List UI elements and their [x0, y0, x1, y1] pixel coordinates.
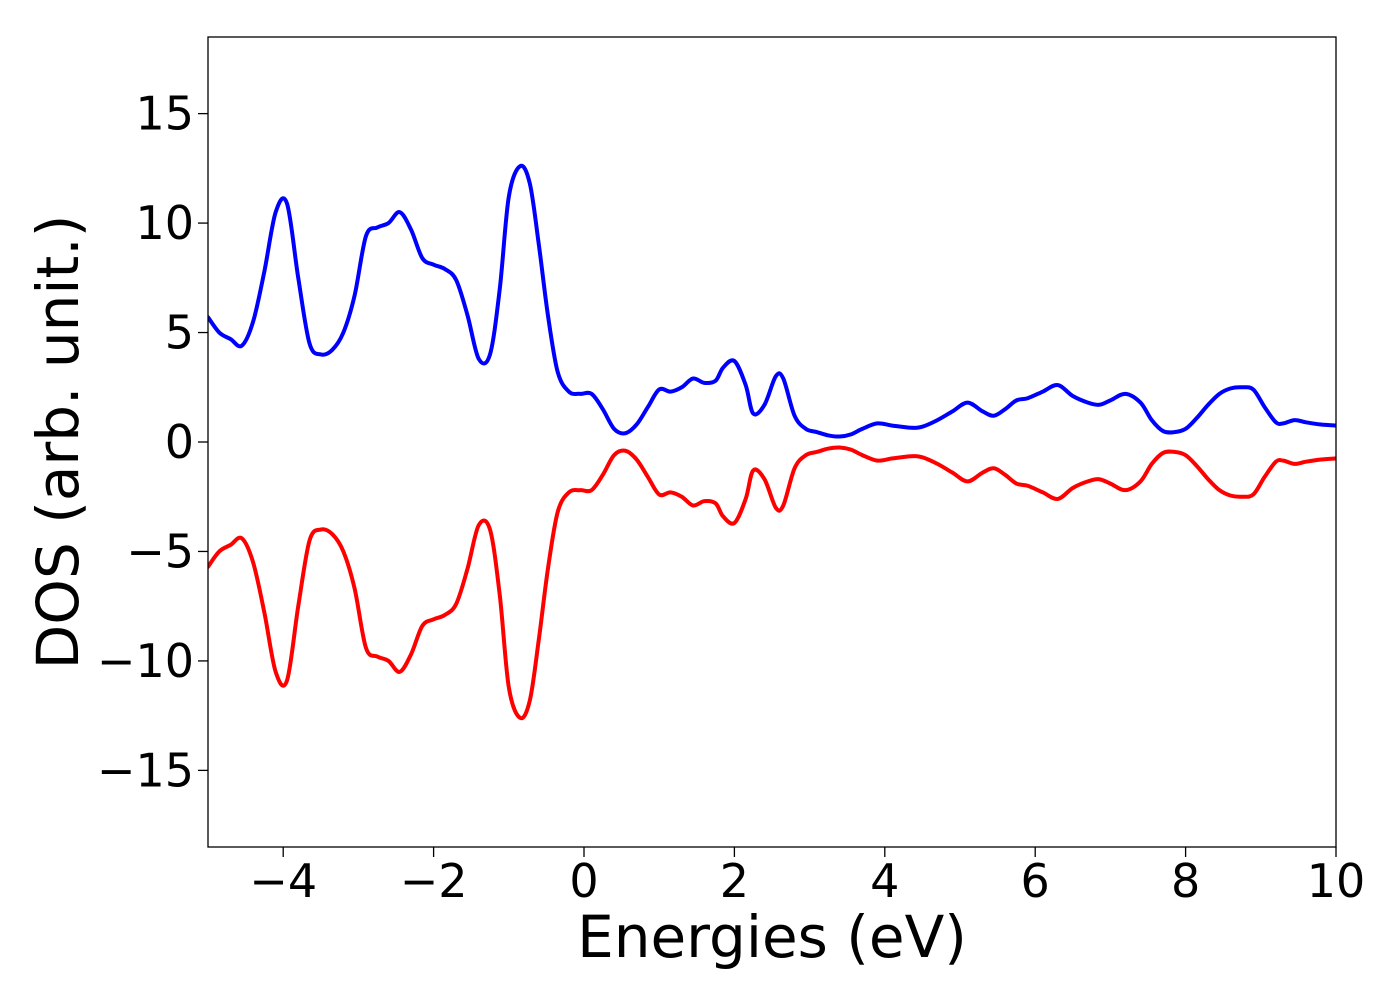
y-tick-label: −10 [97, 634, 194, 688]
y-axis-label: DOS (arb. unit.) [24, 215, 92, 670]
y-tick-label: 15 [135, 87, 194, 141]
x-tick-label: −4 [249, 854, 317, 908]
x-tick-label: 10 [1307, 854, 1366, 908]
x-axis-ticks: −4 −2 0 2 4 6 8 10 [249, 847, 1365, 908]
series-line-blue [208, 163, 1336, 439]
y-tick-label: −5 [126, 524, 194, 578]
x-tick-label: 0 [569, 854, 598, 908]
x-tick-label: 2 [720, 854, 749, 908]
x-tick-label: 6 [1021, 854, 1050, 908]
y-tick-label: 10 [135, 196, 194, 250]
y-tick-label: −15 [97, 743, 194, 797]
series-layer [208, 163, 1336, 721]
y-tick-label: 0 [165, 415, 194, 469]
x-tick-label: −2 [400, 854, 468, 908]
y-tick-label: 5 [165, 306, 194, 360]
x-tick-label: 4 [870, 854, 899, 908]
x-axis-label: Energies (eV) [577, 903, 967, 971]
series-line-red [208, 445, 1336, 721]
x-tick-label: 8 [1171, 854, 1200, 908]
y-axis-ticks: −15 −10 −5 0 5 10 15 [97, 87, 208, 797]
